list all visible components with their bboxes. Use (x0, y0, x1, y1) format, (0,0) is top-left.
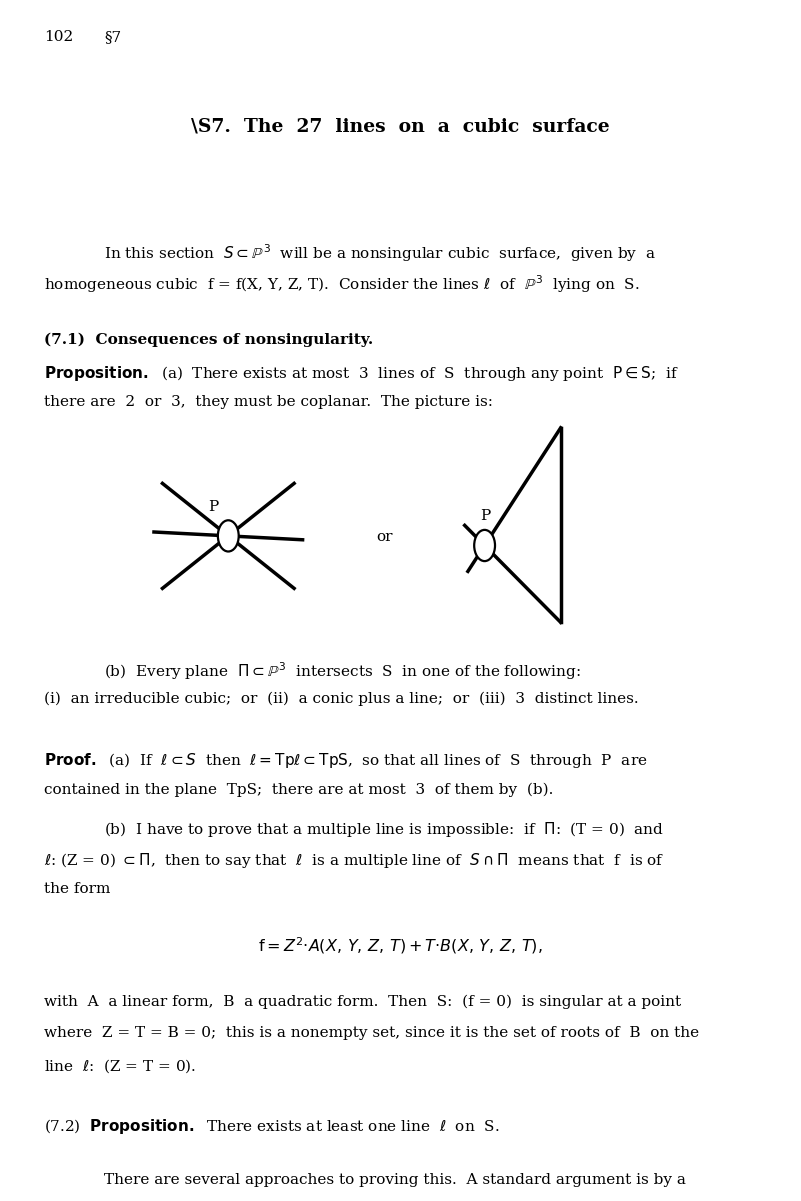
Text: (7.1)  Consequences of nonsingularity.: (7.1) Consequences of nonsingularity. (44, 333, 373, 347)
Text: there are  2  or  3,  they must be coplanar.  The picture is:: there are 2 or 3, they must be coplanar.… (44, 395, 493, 410)
Text: or: or (376, 530, 393, 544)
Text: (b)  Every plane  $\Pi \subset \mathbb{P}^3$  intersects  S  in one of the follo: (b) Every plane $\Pi \subset \mathbb{P}^… (104, 661, 581, 682)
Text: $\mathbf{Proof.}$  (a)  If  $\ell \subset S$  then  $\ell = \mathrm{Tp}\ell \sub: $\mathbf{Proof.}$ (a) If $\ell \subset S… (44, 752, 647, 770)
Text: the form: the form (44, 883, 111, 896)
Text: P: P (481, 509, 491, 524)
Text: 102: 102 (44, 30, 74, 44)
Text: with  A  a linear form,  B  a quadratic form.  Then  S:  (f = 0)  is singular at: with A a linear form, B a quadratic form… (44, 994, 681, 1009)
Text: \S7.  The  27  lines  on  a  cubic  surface: \S7. The 27 lines on a cubic surface (191, 118, 610, 136)
Text: line  $\ell$:  (Z = T = 0).: line $\ell$: (Z = T = 0). (44, 1057, 196, 1075)
Text: (7.2)  $\mathbf{Proposition.}$  There exists at least one line  $\ell$  on  S.: (7.2) $\mathbf{Proposition.}$ There exis… (44, 1117, 500, 1136)
Circle shape (474, 530, 495, 561)
Circle shape (218, 520, 239, 551)
Text: §7: §7 (104, 30, 121, 44)
Text: where  Z = T = B = 0;  this is a nonempty set, since it is the set of roots of  : where Z = T = B = 0; this is a nonempty … (44, 1026, 699, 1040)
Text: homogeneous cubic  f = f(X, Y, Z, T).  Consider the lines $\ell$  of  $\mathbb{P: homogeneous cubic f = f(X, Y, Z, T). Con… (44, 274, 640, 295)
Text: There are several approaches to proving this.  A standard argument is by a: There are several approaches to proving … (104, 1173, 686, 1187)
Text: P: P (208, 500, 219, 514)
Text: In this section  $S \subset \mathbb{P}^3$  will be a nonsingular cubic  surface,: In this section $S \subset \mathbb{P}^3$… (104, 243, 656, 264)
Text: (i)  an irreducible cubic;  or  (ii)  a conic plus a line;  or  (iii)  3  distin: (i) an irreducible cubic; or (ii) a coni… (44, 692, 638, 706)
Text: $\ell$: (Z = 0) $\subset \Pi$,  then to say that  $\ell$  is a multiple line of : $\ell$: (Z = 0) $\subset \Pi$, then to s… (44, 852, 665, 871)
Text: $\mathbf{Proposition.}$  (a)  There exists at most  3  lines of  S  through any : $\mathbf{Proposition.}$ (a) There exists… (44, 364, 678, 383)
Text: $\mathrm{f}  =  Z^2{\cdot}A(X,\,Y,\,Z,\,T) + T{\cdot}B(X,\,Y,\,Z,\,T),$: $\mathrm{f} = Z^2{\cdot}A(X,\,Y,\,Z,\,T)… (258, 936, 543, 956)
Text: contained in the plane  TpS;  there are at most  3  of them by  (b).: contained in the plane TpS; there are at… (44, 783, 553, 797)
Text: (b)  I have to prove that a multiple line is impossible:  if  $\Pi$:  (T = 0)  a: (b) I have to prove that a multiple line… (104, 820, 664, 839)
